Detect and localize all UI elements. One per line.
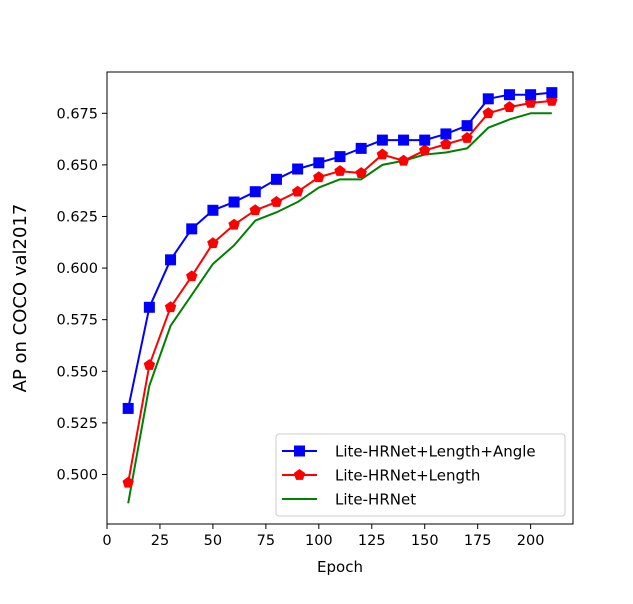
x-axis: 0 25 50 75 100 125 150 175 200	[102, 524, 544, 549]
x-tick-label: 200	[517, 533, 545, 549]
data-point-marker	[503, 101, 516, 112]
y-axis-label: AP on COCO val2017	[10, 204, 31, 393]
data-point-marker	[334, 151, 346, 163]
data-point-marker	[503, 89, 515, 101]
data-point-marker	[228, 218, 240, 230]
data-point-marker	[313, 171, 325, 183]
plot-frame	[106, 71, 574, 525]
series-lite-hrnet-length	[122, 94, 558, 488]
data-point-marker	[334, 165, 346, 176]
x-tick-label: 100	[305, 533, 333, 549]
x-axis-label: Epoch	[317, 558, 363, 576]
legend-label: Lite-HRNet	[335, 491, 416, 509]
x-tick-label: 125	[358, 533, 386, 549]
y-tick-label: 0.575	[56, 313, 98, 329]
data-point-marker	[525, 89, 537, 101]
legend-label: Lite-HRNet+Length	[335, 467, 480, 485]
x-tick-label: 75	[257, 533, 275, 549]
data-point-marker	[546, 87, 558, 99]
data-point-marker	[397, 154, 410, 166]
data-point-marker	[440, 128, 452, 140]
data-point-marker	[461, 120, 473, 132]
data-point-marker	[249, 186, 261, 198]
x-tick-label: 25	[151, 533, 169, 549]
data-point-marker	[270, 196, 283, 207]
data-point-marker	[165, 254, 177, 266]
x-tick-label: 0	[102, 533, 111, 549]
data-point-marker	[122, 476, 134, 488]
series-lite-hrnet	[127, 112, 552, 504]
data-point-marker	[482, 93, 494, 105]
legend-entry: Lite-HRNet	[282, 491, 416, 509]
data-point-marker	[398, 134, 410, 146]
y-tick-label: 0.500	[56, 467, 98, 483]
data-point-marker	[292, 163, 304, 175]
legend-marker	[293, 469, 306, 480]
legend-entry: Lite-HRNet+Length+Angle	[282, 443, 536, 461]
data-point-marker	[207, 237, 219, 249]
legend: Lite-HRNet+Length+Angle Lite-HRNet+Length…	[275, 433, 566, 517]
data-point-marker	[186, 270, 198, 282]
data-point-marker	[270, 173, 282, 185]
y-tick-label: 0.675	[56, 106, 98, 122]
x-tick-label: 175	[464, 533, 492, 549]
y-tick-label: 0.650	[56, 158, 98, 174]
data-point-marker	[355, 142, 367, 154]
data-point-marker	[376, 148, 389, 160]
data-point-marker	[419, 144, 431, 156]
series-lite-hrnet-length-angle	[122, 87, 558, 414]
series-line	[127, 91, 552, 409]
data-point-marker	[291, 185, 304, 197]
data-point-marker	[249, 204, 261, 216]
y-axis: 0.500 0.525 0.550 0.575 0.600 0.625 0.650 0.675	[56, 106, 107, 483]
data-point-marker	[228, 196, 240, 208]
data-point-marker	[461, 132, 473, 143]
data-point-marker	[186, 223, 198, 235]
data-point-marker	[419, 134, 431, 146]
y-tick-label: 0.525	[56, 416, 98, 432]
plot-lines	[122, 87, 558, 504]
data-point-marker	[207, 204, 219, 216]
x-tick-label: 150	[411, 533, 439, 549]
y-tick-label: 0.600	[56, 261, 98, 277]
data-point-marker	[313, 157, 325, 169]
data-point-marker	[143, 301, 155, 313]
data-point-marker	[355, 167, 367, 178]
data-point-marker	[376, 134, 388, 146]
y-tick-label: 0.625	[56, 209, 98, 225]
legend-entry: Lite-HRNet+Length	[282, 467, 480, 485]
y-tick-label: 0.550	[56, 364, 98, 380]
data-point-marker	[482, 107, 494, 119]
legend-label: Lite-HRNet+Length+Angle	[335, 443, 536, 461]
legend-box	[275, 433, 566, 517]
data-point-marker	[164, 301, 177, 313]
series-line	[127, 112, 552, 504]
data-point-marker	[122, 402, 134, 414]
x-tick-label: 50	[204, 533, 222, 549]
legend-marker	[294, 445, 305, 457]
data-point-marker	[143, 359, 156, 370]
data-point-marker	[440, 138, 452, 150]
